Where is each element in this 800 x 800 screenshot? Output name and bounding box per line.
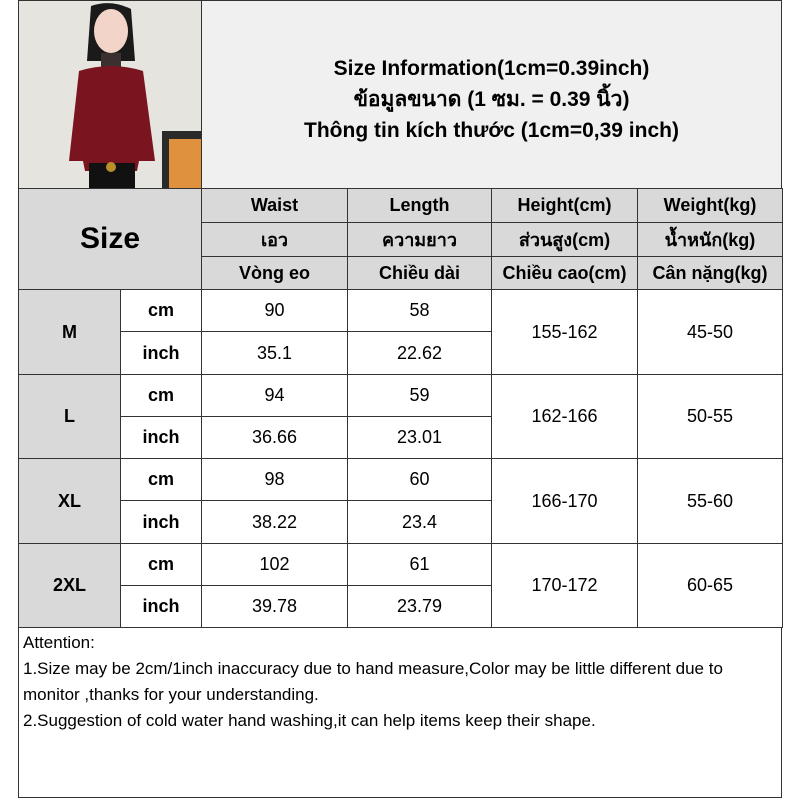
- attention-item-1: 1.Size may be 2cm/1inch inaccuracy due t…: [23, 659, 723, 704]
- height-cell: 166-170: [491, 458, 638, 544]
- waist-inch-cell: 39.78: [201, 585, 348, 628]
- product-photo: [18, 0, 202, 189]
- length-cm-cell: 60: [347, 458, 492, 501]
- size-cell: XL: [18, 458, 121, 544]
- column-header-vi: Chiều cao(cm): [491, 256, 638, 291]
- column-header-th: ความยาว: [347, 222, 492, 257]
- unit-inch-label: inch: [120, 585, 202, 628]
- attention-note: Attention: 1.Size may be 2cm/1inch inacc…: [18, 627, 782, 798]
- length-inch-cell: 23.4: [347, 500, 492, 544]
- unit-inch-label: inch: [120, 331, 202, 375]
- length-cm-cell: 58: [347, 289, 492, 332]
- size-information-header: Size Information(1cm=0.39inch) ข้อมูลขนา…: [201, 0, 782, 189]
- waist-inch-cell: 35.1: [201, 331, 348, 375]
- unit-inch-label: inch: [120, 416, 202, 459]
- length-inch-cell: 23.01: [347, 416, 492, 459]
- header-title-vi: Thông tin kích thước (1cm=0,39 inch): [304, 119, 679, 142]
- column-header-vi: Vòng eo: [201, 256, 348, 291]
- length-inch-cell: 23.79: [347, 585, 492, 628]
- length-cm-cell: 61: [347, 543, 492, 586]
- model-image: [19, 1, 201, 188]
- unit-cm-label: cm: [120, 289, 202, 332]
- header-title-th: ข้อมูลขนาด (1 ซม. = 0.39 นิ้ว): [353, 88, 630, 111]
- weight-cell: 45-50: [637, 289, 783, 375]
- column-header-vi: Cân nặng(kg): [637, 256, 783, 291]
- height-cell: 155-162: [491, 289, 638, 375]
- column-header-en: Length: [347, 188, 492, 223]
- column-header-en: Waist: [201, 188, 348, 223]
- waist-cm-cell: 102: [201, 543, 348, 586]
- waist-cm-cell: 90: [201, 289, 348, 332]
- height-cell: 162-166: [491, 374, 638, 459]
- weight-cell: 55-60: [637, 458, 783, 544]
- unit-cm-label: cm: [120, 543, 202, 586]
- header-title-en: Size Information(1cm=0.39inch): [333, 57, 650, 80]
- waist-inch-cell: 38.22: [201, 500, 348, 544]
- column-header-th: ส่วนสูง(cm): [491, 222, 638, 257]
- size-cell: 2XL: [18, 543, 121, 628]
- waist-cm-cell: 94: [201, 374, 348, 417]
- column-header-th: น้ำหนัก(kg): [637, 222, 783, 257]
- unit-cm-label: cm: [120, 458, 202, 501]
- waist-inch-cell: 36.66: [201, 416, 348, 459]
- column-header-en: Height(cm): [491, 188, 638, 223]
- height-cell: 170-172: [491, 543, 638, 628]
- size-cell: L: [18, 374, 121, 459]
- weight-cell: 50-55: [637, 374, 783, 459]
- column-header-th: เอว: [201, 222, 348, 257]
- attention-item-2: 2.Suggestion of cold water hand washing,…: [23, 711, 596, 730]
- attention-title: Attention:: [23, 633, 95, 652]
- unit-cm-label: cm: [120, 374, 202, 417]
- length-cm-cell: 59: [347, 374, 492, 417]
- unit-inch-label: inch: [120, 500, 202, 544]
- column-header-vi: Chiều dài: [347, 256, 492, 291]
- waist-cm-cell: 98: [201, 458, 348, 501]
- column-header-en: Weight(kg): [637, 188, 783, 223]
- weight-cell: 60-65: [637, 543, 783, 628]
- size-cell: M: [18, 289, 121, 375]
- size-header: Size: [18, 188, 202, 290]
- length-inch-cell: 22.62: [347, 331, 492, 375]
